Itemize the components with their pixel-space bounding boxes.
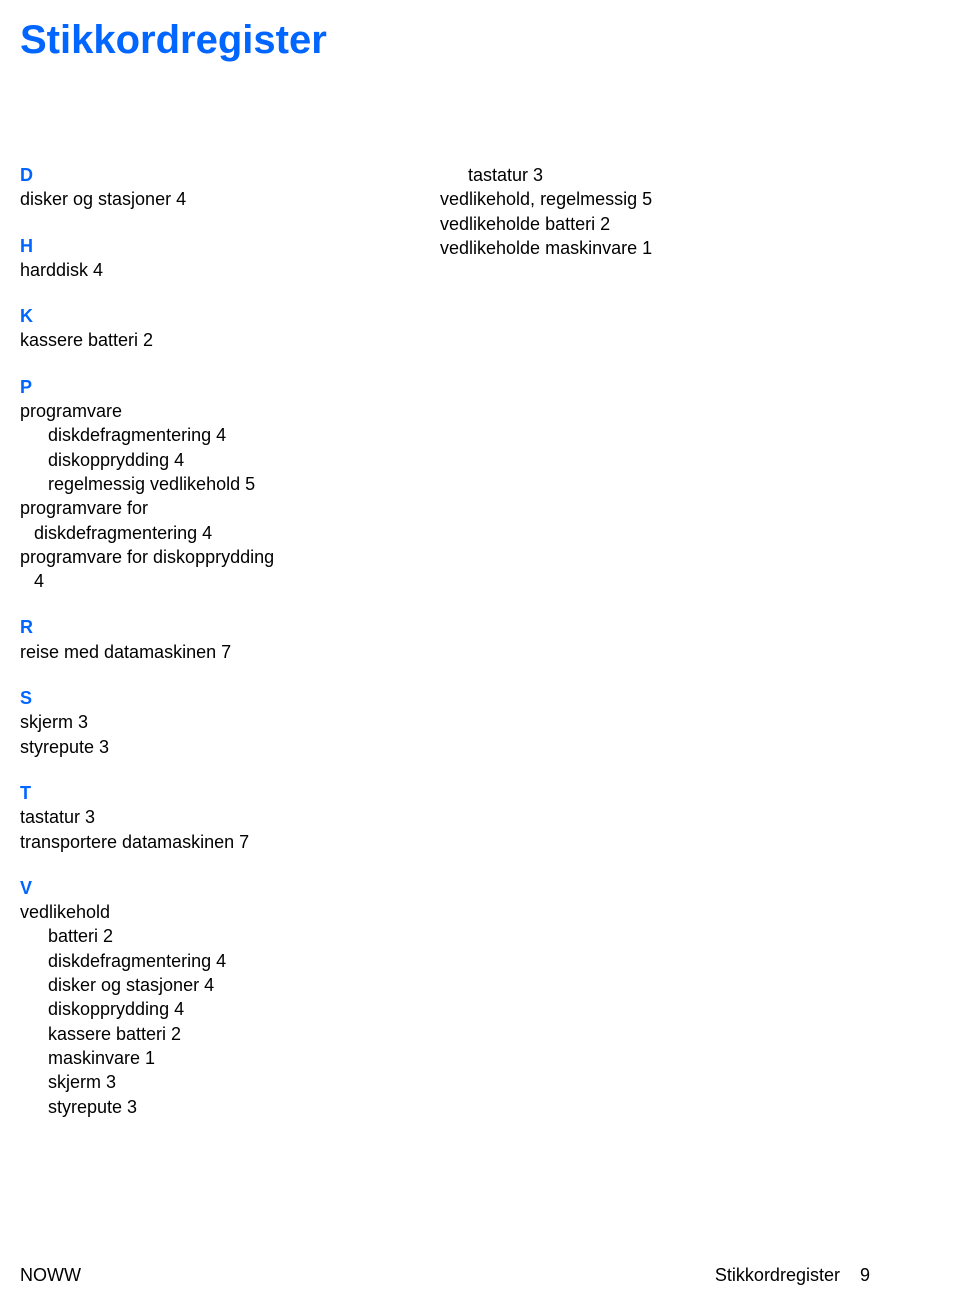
- footer-right: Stikkordregister 9: [715, 1265, 870, 1286]
- index-subentry: maskinvare 1: [20, 1046, 360, 1070]
- index-subentry: regelmessig vedlikehold 5: [20, 472, 360, 496]
- index-subentry: tastatur 3: [440, 163, 740, 187]
- index-subentry: disker og stasjoner 4: [20, 973, 360, 997]
- column-1: D disker og stasjoner 4 H harddisk 4 K k…: [20, 163, 360, 1119]
- index-subentry: styrepute 3: [20, 1095, 360, 1119]
- index-entry: transportere datamaskinen 7: [20, 830, 360, 854]
- index-entry: kassere batteri 2: [20, 328, 360, 352]
- index-subentry: diskopprydding 4: [20, 448, 360, 472]
- section-letter-h: H: [20, 234, 360, 258]
- index-entry: programvare: [20, 399, 360, 423]
- section-letter-t: T: [20, 781, 360, 805]
- section-letter-p: P: [20, 375, 360, 399]
- section-letter-r: R: [20, 615, 360, 639]
- section-s: S skjerm 3 styrepute 3: [20, 686, 360, 759]
- section-letter-k: K: [20, 304, 360, 328]
- index-entry: reise med datamaskinen 7: [20, 640, 360, 664]
- index-entry: tastatur 3: [20, 805, 360, 829]
- section-letter-s: S: [20, 686, 360, 710]
- index-subentry: diskopprydding 4: [20, 997, 360, 1021]
- footer-section-label: Stikkordregister: [715, 1265, 840, 1285]
- index-continuation: 4: [20, 569, 360, 593]
- footer-left: NOWW: [20, 1265, 81, 1286]
- index-entry: vedlikeholde batteri 2: [440, 212, 740, 236]
- section-letter-d: D: [20, 163, 360, 187]
- page-footer: NOWW Stikkordregister 9: [20, 1265, 870, 1286]
- footer-page-number: 9: [860, 1265, 870, 1285]
- index-continuation: diskdefragmentering 4: [20, 521, 360, 545]
- index-entry: programvare for diskopprydding: [20, 545, 360, 569]
- section-h: H harddisk 4: [20, 234, 360, 283]
- section-r: R reise med datamaskinen 7: [20, 615, 360, 664]
- column-2: tastatur 3 vedlikehold, regelmessig 5 ve…: [440, 163, 740, 1119]
- section-letter-v: V: [20, 876, 360, 900]
- index-entry: vedlikeholde maskinvare 1: [440, 236, 740, 260]
- index-entry: vedlikehold, regelmessig 5: [440, 187, 740, 211]
- page-title: Stikkordregister: [20, 18, 870, 63]
- index-subentry: diskdefragmentering 4: [20, 423, 360, 447]
- index-entry: disker og stasjoner 4: [20, 187, 360, 211]
- index-subentry: skjerm 3: [20, 1070, 360, 1094]
- section-k: K kassere batteri 2: [20, 304, 360, 353]
- section-v: V vedlikehold batteri 2 diskdefragmenter…: [20, 876, 360, 1119]
- index-subentry: diskdefragmentering 4: [20, 949, 360, 973]
- index-subentry: batteri 2: [20, 924, 360, 948]
- index-entry: styrepute 3: [20, 735, 360, 759]
- section-t: T tastatur 3 transportere datamaskinen 7: [20, 781, 360, 854]
- index-entry: harddisk 4: [20, 258, 360, 282]
- index-entry: vedlikehold: [20, 900, 360, 924]
- index-entry: programvare for: [20, 496, 360, 520]
- index-columns: D disker og stasjoner 4 H harddisk 4 K k…: [20, 163, 870, 1119]
- section-d: D disker og stasjoner 4: [20, 163, 360, 212]
- section-p: P programvare diskdefragmentering 4 disk…: [20, 375, 360, 594]
- index-subentry: kassere batteri 2: [20, 1022, 360, 1046]
- index-entry: skjerm 3: [20, 710, 360, 734]
